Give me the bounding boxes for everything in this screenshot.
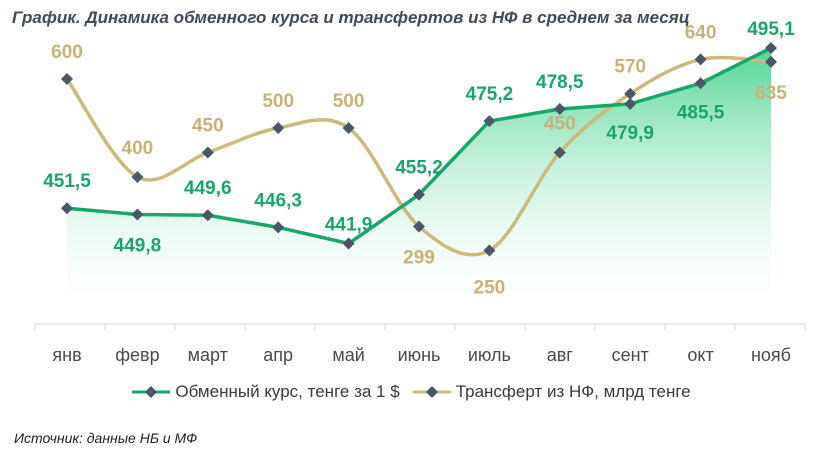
exchange-data-label: 478,5 bbox=[536, 72, 584, 93]
legend-item-transfer: Трансферт из НФ, млрд тенге bbox=[412, 382, 691, 402]
transfer-point bbox=[61, 73, 73, 85]
transfer-data-label: 635 bbox=[755, 83, 787, 104]
exchange-data-label: 446,3 bbox=[254, 190, 302, 211]
transfer-point bbox=[765, 55, 777, 68]
transfer-point bbox=[553, 146, 566, 159]
transfer-point bbox=[272, 122, 285, 134]
exchange-data-label: 495,1 bbox=[747, 19, 795, 40]
x-tick-label: апр bbox=[263, 345, 293, 365]
legend-swatch-transfer bbox=[412, 386, 451, 398]
legend-item-exchange: Обменный курс, тенге за 1 $ bbox=[131, 382, 400, 402]
chart-title: График. Динамика обменного курса и транс… bbox=[12, 8, 690, 27]
x-tick-label: июнь bbox=[398, 345, 441, 365]
exchange-data-label: 485,5 bbox=[677, 102, 725, 123]
exchange-data-label: 455,2 bbox=[395, 158, 443, 179]
transfer-data-label: 570 bbox=[614, 57, 646, 78]
x-tick-label: окт bbox=[687, 345, 713, 365]
exchange-point bbox=[272, 221, 285, 234]
exchange-point bbox=[61, 202, 73, 215]
x-tick-label: нояб bbox=[751, 345, 791, 365]
transfer-data-label: 450 bbox=[192, 116, 224, 137]
x-tick-label: май bbox=[332, 345, 364, 365]
transfer-data-label: 450 bbox=[544, 114, 576, 135]
exchange-point bbox=[553, 103, 566, 116]
x-axis: янв февр март апр май июнь июль авг сент окт нояб bbox=[34, 323, 806, 365]
transfer-point bbox=[201, 146, 214, 159]
legend-label-transfer: Трансферт из НФ, млрд тенге bbox=[455, 382, 691, 401]
exchange-data-label: 479,9 bbox=[606, 123, 654, 144]
exchange-point bbox=[624, 97, 637, 110]
x-tick-label: февр bbox=[115, 345, 159, 365]
transfer-data-label: 640 bbox=[685, 22, 717, 43]
transfer-point bbox=[413, 220, 425, 233]
exchange-data-label: 449,8 bbox=[114, 235, 162, 256]
transfer-point bbox=[342, 122, 355, 134]
exchange-data-label: 475,2 bbox=[466, 84, 514, 105]
x-tick-label: янв bbox=[52, 345, 81, 365]
transfer-data-label: 500 bbox=[333, 91, 365, 112]
exchange-data-label: 441,9 bbox=[325, 215, 373, 236]
exchange-point bbox=[413, 188, 425, 201]
x-tick-label: авг bbox=[547, 345, 574, 365]
legend: Обменный курс, тенге за 1 $ Трансферт из… bbox=[0, 382, 822, 402]
transfer-data-label: 299 bbox=[403, 247, 435, 268]
transfer-data-label: 400 bbox=[122, 138, 154, 159]
x-tick-label: март bbox=[188, 345, 228, 365]
legend-swatch-exchange bbox=[132, 386, 171, 398]
transfer-point bbox=[624, 87, 637, 100]
exchange-point bbox=[201, 209, 214, 222]
transfer-data-label: 500 bbox=[262, 91, 294, 112]
x-tick-label: июль bbox=[468, 345, 511, 365]
chart-canvas: янв февр март апр май июнь июль авг сент окт нояб … bbox=[34, 19, 806, 365]
transfer-data-label: 250 bbox=[474, 278, 506, 299]
x-tick-label: сент bbox=[612, 345, 649, 365]
transfer-point bbox=[694, 53, 707, 66]
transfer-data-label: 600 bbox=[51, 42, 83, 63]
exchange-data-label: 451,5 bbox=[43, 171, 91, 192]
exchange-point bbox=[342, 237, 355, 250]
source-note: Источник: данные НБ и МФ bbox=[14, 430, 198, 446]
exchange-point bbox=[131, 208, 144, 221]
legend-label-exchange: Обменный курс, тенге за 1 $ bbox=[175, 382, 400, 401]
exchange-data-label: 449,6 bbox=[184, 178, 232, 199]
exchange-area bbox=[67, 48, 771, 324]
transfer-point bbox=[131, 171, 144, 183]
transfer-point bbox=[483, 244, 496, 257]
exchange-point bbox=[483, 115, 496, 128]
exchange-point bbox=[765, 42, 777, 55]
exchange-point bbox=[694, 77, 707, 90]
